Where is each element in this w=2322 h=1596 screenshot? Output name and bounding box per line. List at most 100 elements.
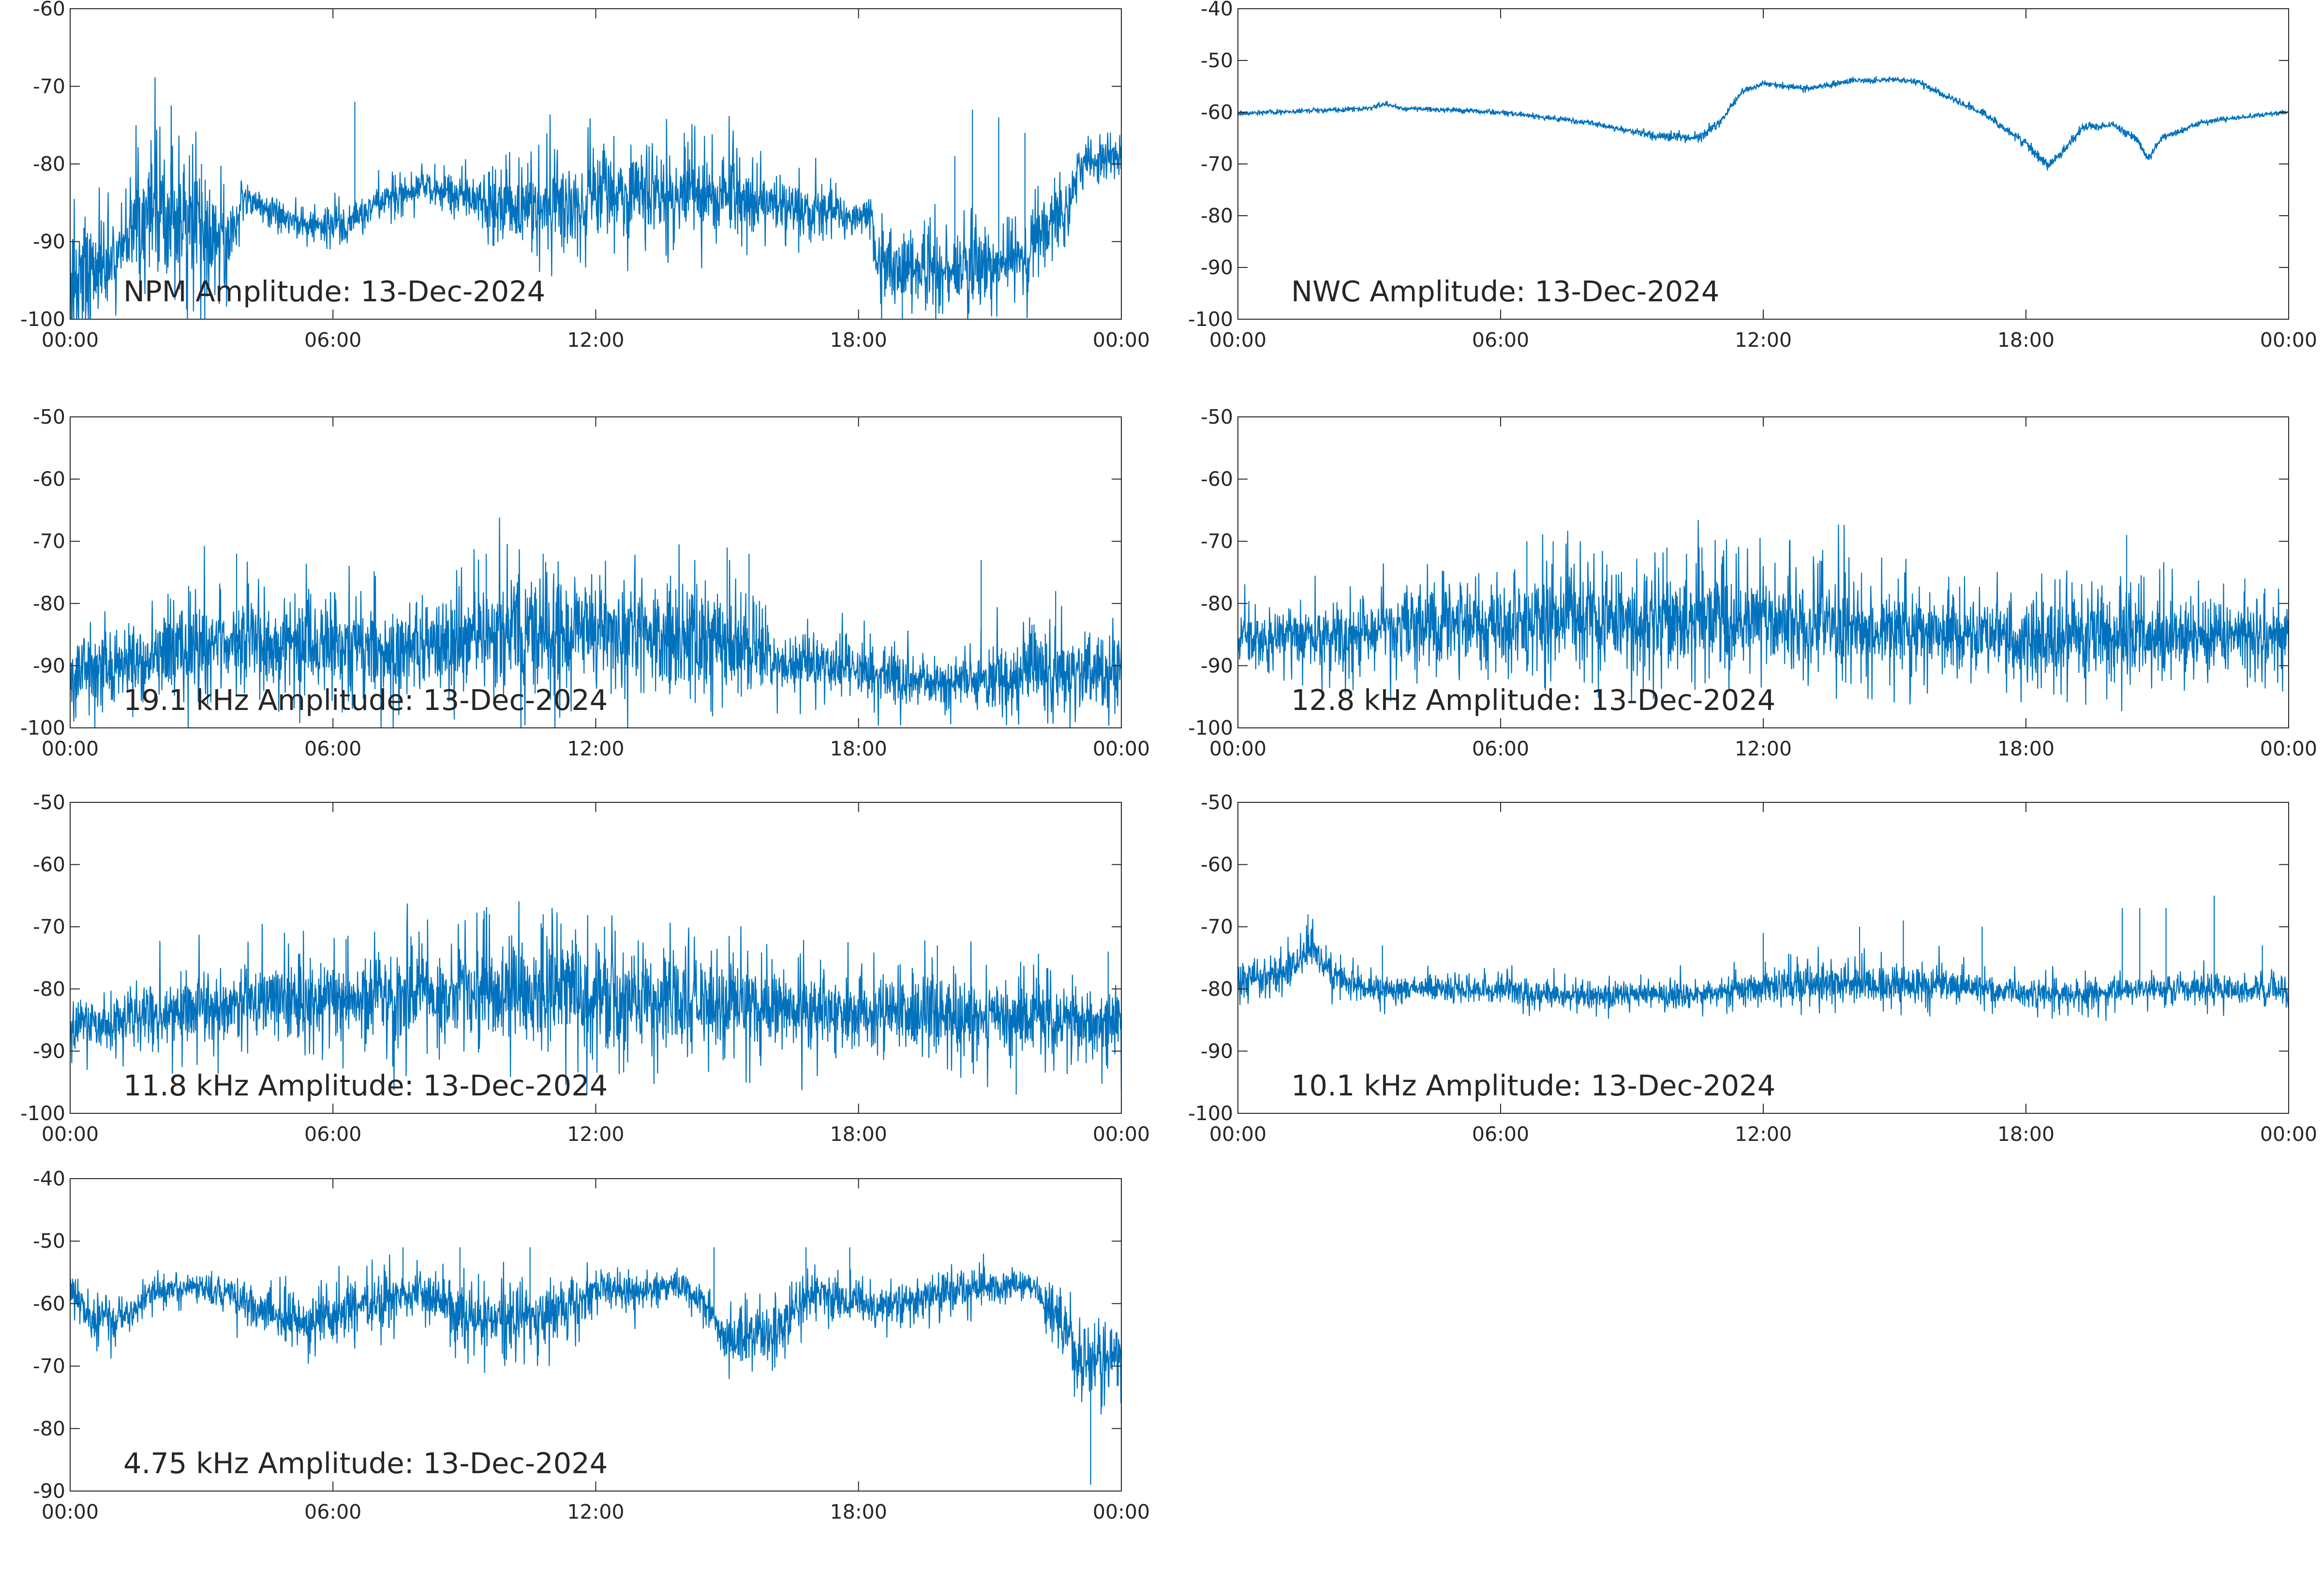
x-tick-label: 00:00 bbox=[42, 328, 99, 352]
y-tick-label: -70 bbox=[33, 75, 65, 98]
y-tick-label: -70 bbox=[33, 530, 65, 553]
x-tick-label: 18:00 bbox=[830, 737, 887, 760]
x-tick-label: 18:00 bbox=[830, 328, 887, 352]
x-tick-label: 18:00 bbox=[1997, 1123, 2054, 1146]
series-line bbox=[70, 517, 1121, 728]
chart-panel-4: 00:00 06:00 12:00 18:00 00:00-100-90-80-70-6… bbox=[1188, 405, 2317, 760]
x-tick-label: 06:00 bbox=[304, 1123, 361, 1146]
y-tick-label: -90 bbox=[33, 1039, 65, 1063]
x-tick-label: 12:00 bbox=[567, 1123, 624, 1146]
x-tick-label: 18:00 bbox=[1997, 737, 2054, 760]
x-tick-label: 06:00 bbox=[1472, 1123, 1529, 1146]
y-tick-label: -70 bbox=[1201, 152, 1233, 176]
y-tick-label: -60 bbox=[33, 1292, 65, 1315]
chart-panel-5: 00:00 06:00 12:00 18:00 00:00-100-90-80-70-6… bbox=[20, 791, 1150, 1146]
y-tick-label: -80 bbox=[1201, 592, 1233, 615]
x-tick-label: 06:00 bbox=[304, 1500, 361, 1523]
x-tick-label: 12:00 bbox=[1735, 1123, 1792, 1146]
y-tick-label: -100 bbox=[1188, 716, 1233, 739]
y-tick-label: -50 bbox=[33, 405, 65, 429]
x-tick-label: 00:00 bbox=[2260, 737, 2317, 760]
axes-box bbox=[1237, 8, 2289, 320]
chart-panel-1: 00:00 06:00 12:00 18:00 00:00-100-90-80-70-6… bbox=[20, 0, 1150, 352]
y-tick-label: -100 bbox=[20, 716, 65, 739]
y-tick-label: -50 bbox=[33, 791, 65, 814]
x-tick-label: 00:00 bbox=[2260, 1123, 2317, 1146]
y-tick-label: -70 bbox=[33, 915, 65, 938]
x-tick-label: 00:00 bbox=[42, 1500, 99, 1523]
y-tick-label: -100 bbox=[20, 1102, 65, 1125]
x-tick-label: 18:00 bbox=[1997, 328, 2054, 352]
y-tick-label: -60 bbox=[33, 853, 65, 876]
x-tick-label: 06:00 bbox=[304, 737, 361, 760]
y-tick-label: -90 bbox=[1201, 1039, 1233, 1063]
chart-panel-7: 00:00 06:00 12:00 18:00 00:00-90-80-70-60-50… bbox=[33, 1167, 1150, 1523]
series-line bbox=[1238, 519, 2289, 711]
series-line bbox=[70, 901, 1121, 1095]
axes-box bbox=[70, 8, 1122, 320]
x-tick-label: 00:00 bbox=[42, 737, 99, 760]
x-tick-label: 00:00 bbox=[1209, 737, 1266, 760]
x-tick-label: 12:00 bbox=[567, 1500, 624, 1523]
chart-title: NPM Amplitude: 13-Dec-2024 bbox=[123, 275, 545, 308]
y-tick-label: -90 bbox=[33, 654, 65, 677]
x-tick-label: 00:00 bbox=[1093, 328, 1150, 352]
x-tick-label: 00:00 bbox=[2260, 328, 2317, 352]
y-tick-label: -80 bbox=[33, 592, 65, 615]
y-tick-label: -50 bbox=[1201, 405, 1233, 429]
x-tick-label: 06:00 bbox=[1472, 328, 1529, 352]
series-line bbox=[70, 77, 1121, 319]
chart-panel-6: 00:00 06:00 12:00 18:00 00:00-100-90-80-70-6… bbox=[1188, 791, 2317, 1146]
y-tick-label: -90 bbox=[33, 230, 65, 253]
y-tick-label: -100 bbox=[20, 308, 65, 331]
y-tick-label: -40 bbox=[1201, 0, 1233, 20]
x-tick-label: 00:00 bbox=[1093, 1123, 1150, 1146]
x-tick-label: 18:00 bbox=[830, 1500, 887, 1523]
y-tick-label: -80 bbox=[1201, 204, 1233, 227]
chart-title: 4.75 kHz Amplitude: 13-Dec-2024 bbox=[123, 1447, 608, 1480]
x-tick-label: 00:00 bbox=[1209, 328, 1266, 352]
y-tick-label: -60 bbox=[33, 468, 65, 491]
x-tick-label: 12:00 bbox=[567, 737, 624, 760]
y-tick-label: -70 bbox=[1201, 915, 1233, 938]
y-tick-label: -50 bbox=[1201, 791, 1233, 814]
chart-title: NWC Amplitude: 13-Dec-2024 bbox=[1291, 275, 1719, 308]
y-tick-label: -90 bbox=[33, 1479, 65, 1503]
y-tick-label: -100 bbox=[1188, 308, 1233, 331]
y-tick-label: -70 bbox=[1201, 530, 1233, 553]
x-tick-label: 06:00 bbox=[304, 328, 361, 352]
y-tick-label: -60 bbox=[1201, 853, 1233, 876]
x-tick-label: 12:00 bbox=[1735, 737, 1792, 760]
y-tick-label: -40 bbox=[33, 1167, 65, 1190]
x-tick-label: 12:00 bbox=[567, 328, 624, 352]
y-tick-label: -50 bbox=[33, 1229, 65, 1253]
x-tick-label: 00:00 bbox=[1209, 1123, 1266, 1146]
x-tick-label: 12:00 bbox=[1735, 328, 1792, 352]
y-tick-label: -80 bbox=[33, 152, 65, 176]
series-line bbox=[70, 1253, 1121, 1415]
y-tick-label: -100 bbox=[1188, 1102, 1233, 1125]
chart-panel-2: 00:00 06:00 12:00 18:00 00:00-100-90-80-70-6… bbox=[1188, 0, 2317, 352]
y-tick-label: -80 bbox=[33, 1417, 65, 1440]
y-tick-label: -60 bbox=[1201, 101, 1233, 124]
y-tick-label: -60 bbox=[33, 0, 65, 20]
x-tick-label: 00:00 bbox=[1093, 737, 1150, 760]
chart-title: 11.8 kHz Amplitude: 13-Dec-2024 bbox=[123, 1069, 608, 1102]
y-tick-label: -70 bbox=[33, 1355, 65, 1378]
y-tick-label: -90 bbox=[1201, 256, 1233, 279]
axes-box bbox=[70, 1178, 1122, 1492]
y-tick-label: -90 bbox=[1201, 654, 1233, 677]
chart-panel-3: 00:00 06:00 12:00 18:00 00:00-100-90-80-70-6… bbox=[20, 405, 1150, 760]
x-tick-label: 00:00 bbox=[42, 1123, 99, 1146]
x-tick-label: 18:00 bbox=[830, 1123, 887, 1146]
y-tick-label: -50 bbox=[1201, 49, 1233, 72]
chart-title: 10.1 kHz Amplitude: 13-Dec-2024 bbox=[1291, 1069, 1775, 1102]
chart-title: 19.1 kHz Amplitude: 13-Dec-2024 bbox=[123, 683, 608, 717]
x-tick-label: 00:00 bbox=[1093, 1500, 1150, 1523]
y-tick-label: -60 bbox=[1201, 468, 1233, 491]
y-tick-label: -80 bbox=[33, 977, 65, 1001]
y-tick-label: -80 bbox=[1201, 977, 1233, 1001]
x-tick-label: 06:00 bbox=[1472, 737, 1529, 760]
chart-title: 12.8 kHz Amplitude: 13-Dec-2024 bbox=[1291, 683, 1775, 717]
